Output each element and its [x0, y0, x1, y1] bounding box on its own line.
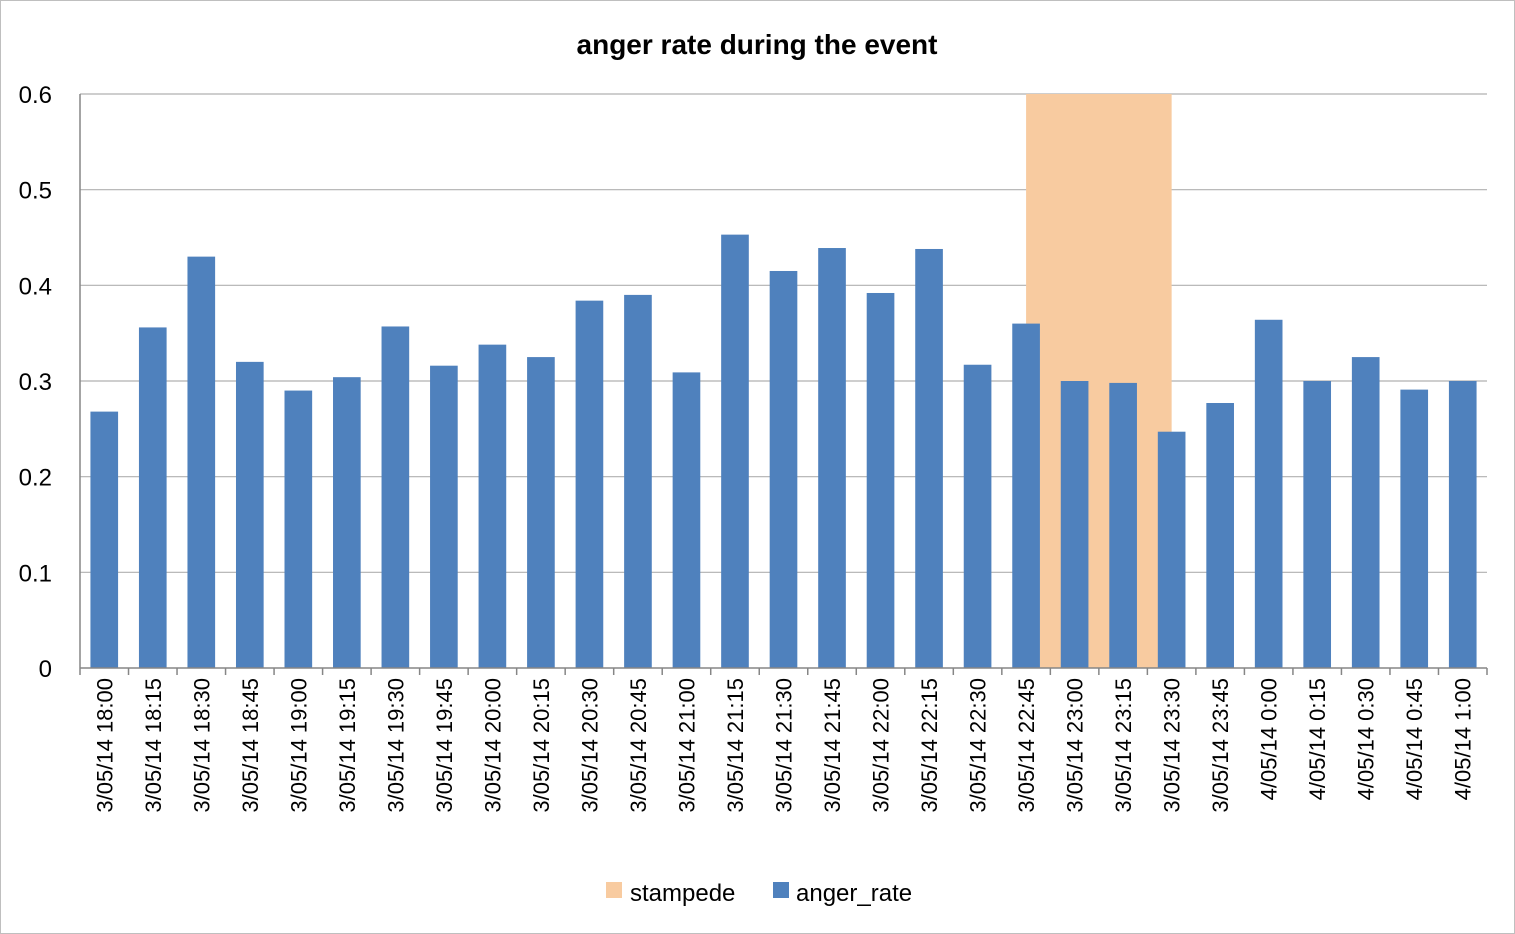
x-tick-label: 3/05/14 22:30	[966, 678, 991, 813]
bar-anger-rate	[478, 344, 507, 668]
bar-anger-rate	[818, 248, 846, 669]
x-tick-label: 3/05/14 21:30	[772, 678, 797, 813]
bar-anger-rate	[624, 294, 652, 668]
y-tick-label: 0.4	[19, 273, 52, 300]
x-tick-label: 3/05/14 20:30	[577, 678, 602, 813]
bar-anger-rate	[1448, 381, 1477, 668]
bar-anger-rate	[769, 270, 798, 668]
bar-anger-rate	[575, 300, 604, 668]
bar-anger-rate	[1157, 431, 1186, 668]
bar-anger-rate	[672, 372, 701, 668]
legend-swatch-anger-rate	[773, 882, 789, 898]
x-tick-label: 3/05/14 22:15	[917, 678, 942, 813]
bar-anger-rate	[527, 357, 555, 668]
stampede-region	[1026, 94, 1172, 668]
x-tick-label: 3/05/14 19:15	[335, 678, 360, 813]
x-tick-label: 3/05/14 21:15	[723, 678, 748, 813]
x-tick-label: 4/05/14 0:45	[1402, 678, 1427, 800]
x-tick-label: 3/05/14 23:15	[1111, 678, 1136, 813]
x-tick-label: 3/05/14 18:45	[238, 678, 263, 813]
x-tick-label: 3/05/14 23:45	[1208, 678, 1233, 813]
x-tick-label: 3/05/14 20:45	[626, 678, 651, 813]
stampede-area	[1026, 94, 1172, 668]
x-tick-label: 4/05/14 0:30	[1354, 678, 1379, 800]
x-tick-label: 4/05/14 1:00	[1451, 678, 1476, 800]
x-tick-label: 3/05/14 22:00	[869, 678, 894, 813]
bar-anger-rate	[187, 256, 216, 668]
x-tick-label: 3/05/14 19:00	[286, 678, 311, 813]
bar-anger-rate	[1303, 381, 1332, 668]
x-tick-label: 3/05/14 20:00	[480, 678, 505, 813]
x-tick-labels: 3/05/14 18:00 3/05/14 18:15 3/05/14 18:30 3…	[92, 678, 1475, 813]
legend-label-anger-rate: anger_rate	[796, 880, 912, 907]
x-tick-label: 3/05/14 18:15	[141, 678, 166, 813]
x-tick-label: 3/05/14 20:15	[529, 678, 554, 813]
chart-title: anger rate during the event	[577, 29, 938, 60]
x-tick-label: 3/05/14 23:30	[1160, 678, 1185, 813]
bar-anger-rate	[333, 377, 361, 668]
y-tick-label: 0.1	[19, 560, 52, 587]
gridlines	[80, 93, 1487, 573]
y-tick-label: 0.5	[19, 178, 52, 205]
x-tick-label: 4/05/14 0:15	[1305, 678, 1330, 800]
bar-anger-rate	[90, 411, 119, 668]
x-tick-label: 4/05/14 0:00	[1257, 678, 1282, 800]
legend-label-stampede: stampede	[630, 880, 735, 907]
axes	[79, 94, 1488, 675]
y-tick-label: 0	[39, 656, 52, 683]
x-tick-label: 3/05/14 22:45	[1014, 678, 1039, 813]
x-tick-label: 3/05/14 23:00	[1063, 678, 1088, 813]
bar-anger-rate	[963, 364, 992, 668]
legend-swatch-stampede	[606, 882, 622, 898]
bar-anger-rate	[235, 361, 264, 668]
y-tick-label: 0.3	[19, 369, 52, 396]
bar-anger-rate	[1012, 323, 1040, 668]
legend: stampede anger_rate	[606, 880, 912, 907]
x-tick-label: 3/05/14 21:00	[674, 678, 699, 813]
x-tick-label: 3/05/14 19:30	[383, 678, 408, 813]
bar-anger-rate	[1109, 382, 1137, 668]
bar-anger-rate	[381, 326, 410, 668]
bars-group	[90, 234, 1477, 669]
bar-anger-rate	[1206, 403, 1234, 668]
y-tick-label: 0.6	[19, 82, 52, 109]
bar-anger-rate	[866, 292, 895, 668]
x-tick-label: 3/05/14 18:30	[189, 678, 214, 813]
x-tick-label: 3/05/14 18:00	[92, 678, 117, 813]
y-tick-label: 0.2	[19, 465, 52, 492]
bar-anger-rate	[1254, 319, 1283, 668]
bar-anger-rate	[430, 365, 458, 668]
bar-anger-rate	[1351, 357, 1380, 668]
x-tick-label: 3/05/14 21:45	[820, 678, 845, 813]
bar-anger-rate	[284, 390, 313, 668]
y-tick-labels: 0 0.1 0.2 0.3 0.4 0.5 0.6	[19, 82, 52, 683]
bar-anger-rate	[721, 234, 749, 668]
bar-anger-rate	[1400, 389, 1429, 668]
bar-anger-rate	[915, 248, 943, 669]
x-tick-label: 3/05/14 19:45	[432, 678, 457, 813]
bar-anger-rate	[138, 327, 167, 668]
bar-anger-rate	[1060, 381, 1089, 668]
